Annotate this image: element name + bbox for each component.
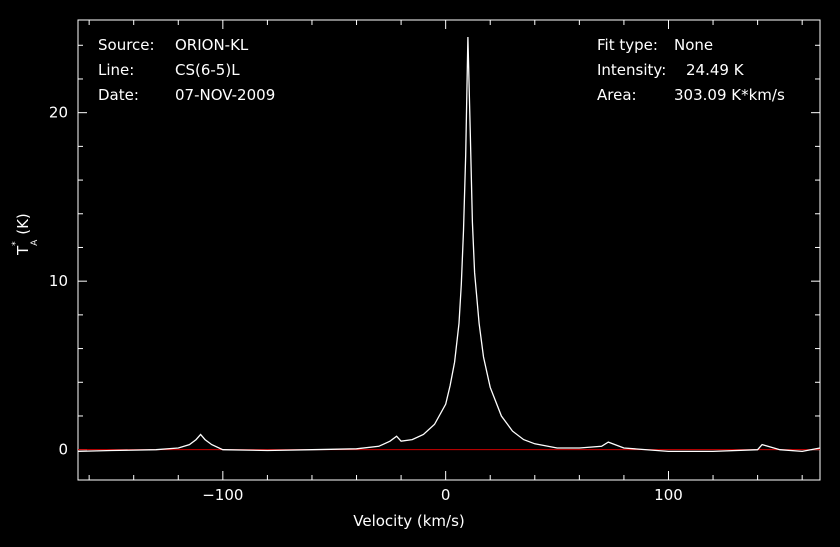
date-key: Date: <box>98 86 139 104</box>
x-axis-label: Velocity (km/s) <box>353 512 464 530</box>
y-tick-label: 10 <box>49 272 68 290</box>
line-value: CS(6-5)L <box>175 61 240 79</box>
area-key: Area: <box>597 86 637 104</box>
y-tick-label: 0 <box>58 441 68 459</box>
intensity-value: 24.49 K <box>686 61 744 79</box>
fit-type-value: None <box>674 36 714 54</box>
line-key: Line: <box>98 61 135 79</box>
y-tick-label: 20 <box>49 104 68 122</box>
source-value: ORION-KL <box>175 36 249 54</box>
area-value: 303.09 K*km/s <box>674 86 785 104</box>
x-tick-label: 0 <box>441 486 451 504</box>
source-key: Source: <box>98 36 155 54</box>
date-value: 07-NOV-2009 <box>175 86 276 104</box>
plot-frame-rect <box>77 19 821 481</box>
fit-type-key: Fit type: <box>597 36 658 54</box>
spectrum-line <box>77 36 821 453</box>
x-tick-label: 100 <box>654 486 683 504</box>
x-tick-label: −100 <box>202 486 243 504</box>
intensity-key: Intensity: <box>597 61 667 79</box>
